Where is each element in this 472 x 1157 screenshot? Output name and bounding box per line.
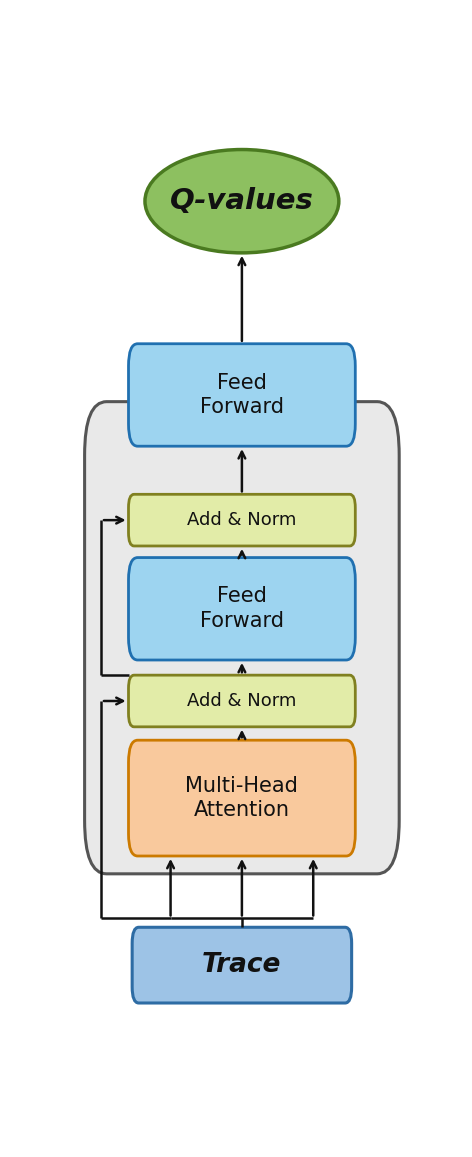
FancyBboxPatch shape — [128, 558, 355, 659]
FancyBboxPatch shape — [84, 401, 399, 874]
Text: Add & Norm: Add & Norm — [187, 511, 296, 529]
Text: Feed
Forward: Feed Forward — [200, 373, 284, 418]
Text: Feed
Forward: Feed Forward — [200, 587, 284, 632]
Text: Trace: Trace — [202, 952, 282, 978]
FancyBboxPatch shape — [128, 494, 355, 546]
FancyBboxPatch shape — [128, 344, 355, 447]
FancyBboxPatch shape — [128, 740, 355, 856]
Text: Q-values: Q-values — [170, 187, 314, 215]
FancyBboxPatch shape — [128, 676, 355, 727]
Ellipse shape — [145, 149, 339, 253]
FancyBboxPatch shape — [132, 927, 352, 1003]
Text: Multi-Head
Attention: Multi-Head Attention — [185, 775, 298, 820]
Text: Add & Norm: Add & Norm — [187, 692, 296, 710]
